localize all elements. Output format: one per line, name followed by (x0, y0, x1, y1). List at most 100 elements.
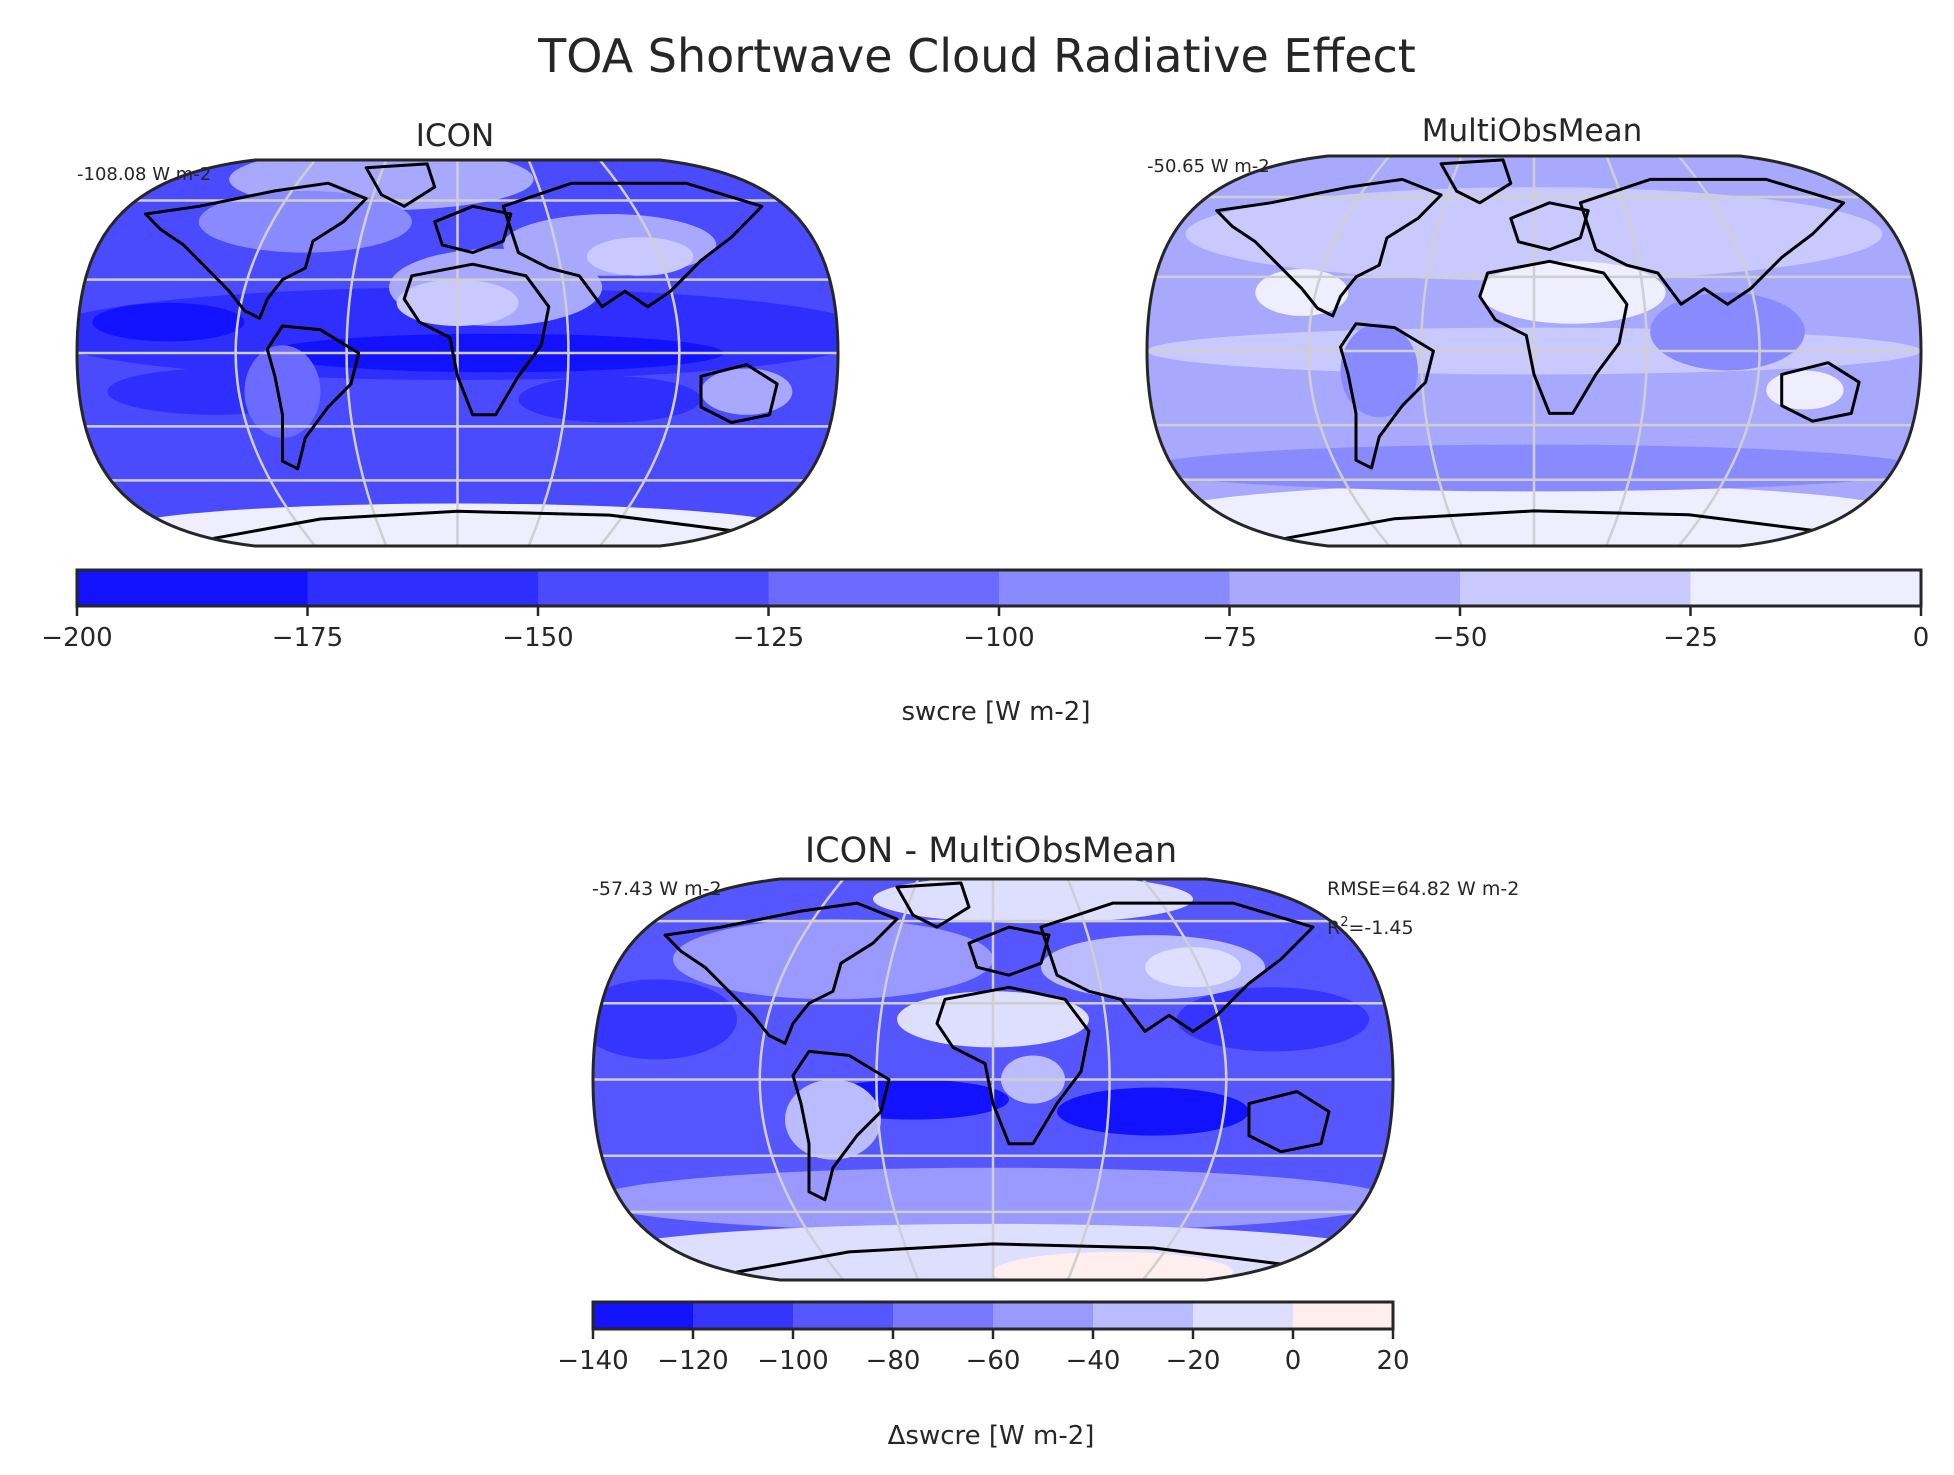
colorbar-tick-label: 0 (1285, 1346, 1302, 1376)
r2-superscript: 2 (1340, 915, 1348, 930)
map-longitude-line (234, 160, 317, 546)
map-longitude-line (875, 879, 920, 1280)
map-difference-title: ICON - MultiObsMean (805, 831, 1177, 871)
colorbar-tick-label: −100 (757, 1346, 828, 1376)
coastline-australia (1780, 361, 1861, 423)
figure-title: TOA Shortwave Cloud Radiative Effect (537, 29, 1416, 83)
coastline-southAmerica (1339, 322, 1435, 470)
map-longitude-line (1141, 879, 1228, 1280)
coastline-antarctica (212, 509, 733, 546)
coastline-northAmerica (663, 901, 899, 1045)
coastline-europe (433, 204, 513, 255)
colorbar-tick-label: −50 (1433, 623, 1488, 653)
colorbar-segment (1193, 1302, 1294, 1329)
colorbar-tick-label: −140 (557, 1346, 628, 1376)
colorbar-segment (1229, 570, 1461, 606)
map-field-contour (993, 1251, 1233, 1280)
map-frame (75, 158, 840, 548)
colorbar-swcre-label: swcre [W m-2] (902, 697, 1091, 727)
rmse-annotation: RMSE=64.82 W m-2 (1327, 878, 1519, 900)
map-frame (591, 877, 1395, 1282)
colorbar-segment (1460, 570, 1691, 606)
coastline-greenland (1439, 158, 1513, 205)
coastline-greenland (364, 162, 437, 208)
map-field-contour (586, 237, 694, 276)
coastline-africa (1478, 259, 1629, 415)
map-multiobsmean-mean-annotation: -50.65 W m-2 (1147, 156, 1270, 177)
map-longitude-line (1307, 156, 1391, 546)
coastline-asia (1039, 901, 1315, 1033)
colorbar-tick-label: −175 (272, 623, 343, 653)
coastline-asia (1578, 177, 1846, 306)
colorbar-segment (307, 570, 539, 606)
colorbar-tick-label: 20 (1376, 1346, 1409, 1376)
colorbar-segment (893, 1302, 994, 1329)
colorbar-segment (693, 1302, 794, 1329)
colorbar-segment (1690, 570, 1922, 606)
map-longitude-line (1420, 156, 1463, 546)
map-longitude-line (527, 160, 570, 546)
colorbar-segment (1093, 1302, 1194, 1329)
colorbar-delta-swcre: −140 −120 −100 −80 −60 −40 −20 0 20 (557, 1300, 1410, 1376)
colorbar-tick-label: −100 (963, 623, 1034, 653)
coastline-antarctica (1284, 509, 1815, 546)
colorbar-tick-label: −200 (41, 623, 112, 653)
map-multiobsmean (1145, 154, 1923, 548)
map-field-contour (1145, 947, 1241, 988)
coastline-northAmerica (144, 181, 368, 320)
map-difference (591, 877, 1395, 1282)
colorbar-tick-label: −40 (1066, 1346, 1121, 1376)
map-field-contour (92, 302, 245, 342)
colorbar-tick-label: −120 (657, 1346, 728, 1376)
map-frame (1145, 154, 1923, 548)
map-longitude-line (598, 160, 681, 546)
colorbar-segment (993, 1302, 1094, 1329)
map-longitude-line (1066, 879, 1111, 1280)
colorbar-segment (999, 570, 1230, 606)
colorbar-tick-label: 0 (1913, 623, 1930, 653)
colorbar-tick-label: −60 (966, 1346, 1021, 1376)
map-longitude-line (1677, 156, 1761, 546)
map-icon-model (75, 158, 840, 548)
coastline-southAmerica (791, 1049, 891, 1202)
coastline-australia (699, 363, 779, 424)
colorbar-segment (768, 570, 1000, 606)
map-longitude-line (345, 160, 388, 546)
map-icon-mean-annotation: -108.08 W m-2 (77, 164, 211, 185)
map-longitude-line (758, 879, 845, 1280)
r2-letter: R (1327, 917, 1340, 939)
colorbar-segment (793, 1302, 894, 1329)
colorbar-tick-label: −80 (866, 1346, 921, 1376)
colorbar-swcre: −200 −175 −150 −125 −100 −75 −50 −25 0 (41, 568, 1930, 653)
map-multiobsmean-title: MultiObsMean (1422, 113, 1642, 149)
map-field-contour (673, 919, 993, 1000)
map-field-contour (1057, 1087, 1249, 1136)
colorbar-segment (1293, 1302, 1394, 1329)
coastline-southAmerica (265, 324, 361, 471)
colorbar-delta-swcre-label: Δswcre [W m-2] (888, 1421, 1095, 1451)
map-field-contour (1177, 987, 1369, 1052)
map-difference-mean-annotation: -57.43 W m-2 (592, 878, 722, 900)
map-field-contour (873, 879, 1193, 924)
coastline-australia (1247, 1090, 1331, 1154)
coastline-africa (402, 262, 551, 417)
coastline-europe (967, 925, 1051, 977)
coastline-europe (1509, 201, 1590, 252)
coastline-greenland (895, 881, 971, 929)
map-field-contour (244, 345, 321, 438)
coastline-asia (501, 181, 764, 309)
map-field-contour (1255, 269, 1349, 316)
colorbar-tick-label: −20 (1166, 1346, 1221, 1376)
coastline-northAmerica (1215, 177, 1443, 318)
map-longitude-line (1605, 156, 1648, 546)
map-field-contour (593, 979, 737, 1060)
map-field-contour (1340, 323, 1418, 418)
colorbar-tick-label: −125 (733, 623, 804, 653)
map-icon-title: ICON (416, 118, 494, 154)
r2-value: =-1.45 (1348, 917, 1413, 939)
map-field-contour (701, 368, 793, 415)
colorbar-segment (593, 1302, 694, 1329)
colorbar-segment (538, 570, 769, 606)
colorbar-tick-label: −25 (1663, 623, 1718, 653)
